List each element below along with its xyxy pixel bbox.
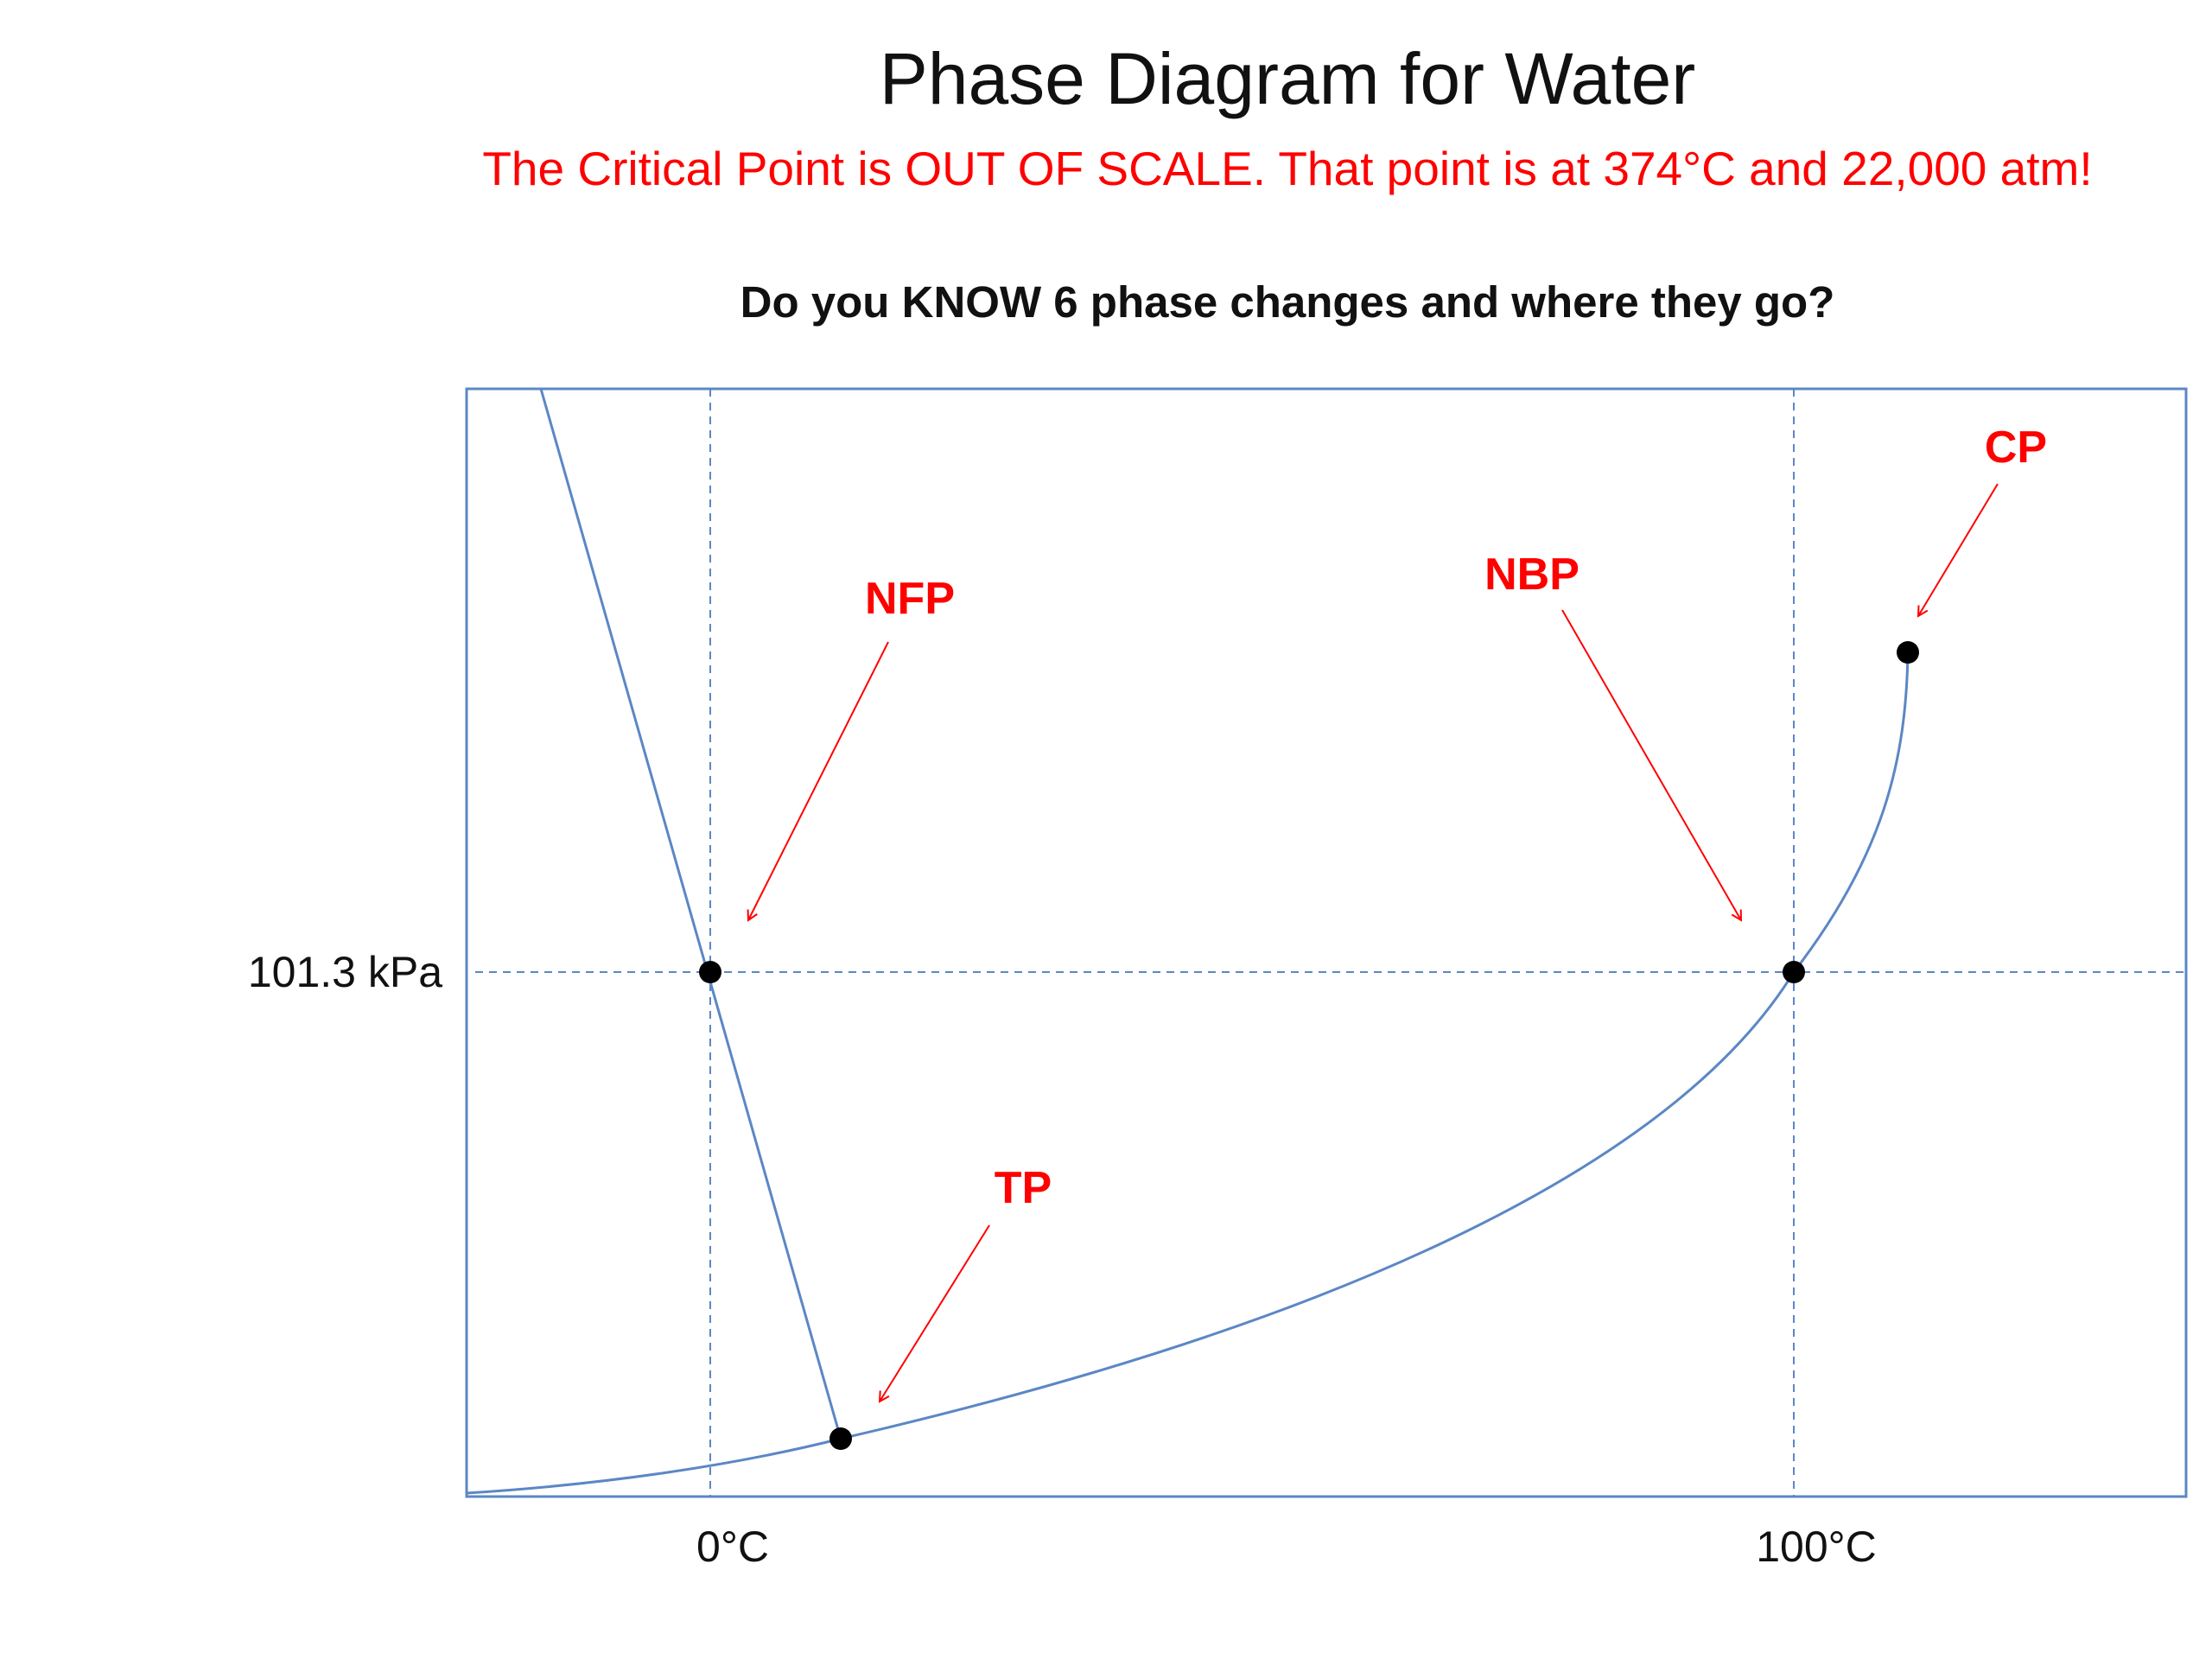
x-tick-0c: 0°C (696, 1522, 769, 1571)
normal-freezing-point (699, 961, 721, 983)
normal-boiling-point (1783, 961, 1805, 983)
vaporization-curve (840, 652, 1910, 1440)
nfp-label: NFP (865, 574, 955, 624)
plot-frame (465, 387, 2188, 1498)
tp-label: TP (995, 1163, 1052, 1213)
cp-arrow (1918, 483, 1999, 616)
nfp-arrow (748, 641, 889, 920)
critical-point (1897, 641, 1919, 664)
page-title: Phase Diagram for Water (879, 38, 1696, 119)
sublimation-curve (466, 1437, 842, 1495)
triple-point (830, 1427, 852, 1450)
question-heading: Do you KNOW 6 phase changes and where th… (740, 277, 1835, 327)
fusion-curve (539, 388, 842, 1440)
cp-label: CP (1985, 423, 2047, 473)
pressure-reference-label: 101.3 kPa (248, 948, 442, 996)
tp-arrow (880, 1224, 990, 1402)
x-tick-100c: 100°C (1756, 1522, 1877, 1571)
critical-point-note: The Critical Point is OUT OF SCALE. That… (482, 142, 2093, 195)
nbp-label: NBP (1484, 550, 1580, 600)
nbp-arrow (1561, 609, 1741, 920)
